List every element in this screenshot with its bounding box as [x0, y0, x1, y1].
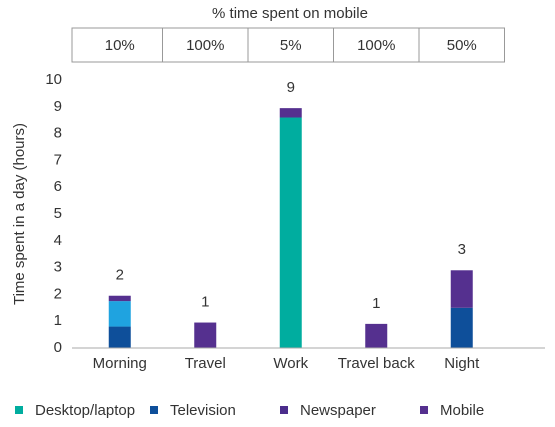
- x-tick-label: Travel back: [338, 355, 415, 372]
- bar-segment: [365, 323, 388, 348]
- bar-segment: [279, 117, 302, 349]
- legend-label: Mobile: [440, 402, 484, 419]
- y-tick-label: 3: [54, 259, 62, 276]
- total-label: 2: [116, 267, 124, 284]
- y-tick-label: 5: [54, 205, 62, 222]
- table-cell-label: 50%: [447, 37, 477, 54]
- legend-marker: [280, 406, 288, 414]
- x-tick-label: Travel: [185, 355, 226, 372]
- table-cell: [418, 27, 505, 63]
- y-tick-label: 2: [54, 285, 62, 302]
- legend-marker: [150, 406, 158, 414]
- total-label: 3: [458, 241, 466, 258]
- y-tick-label: 8: [54, 125, 62, 142]
- total-label: 1: [372, 295, 380, 312]
- y-axis-label: Time spent in a day (hours): [11, 123, 28, 305]
- bar-segment: [279, 108, 302, 118]
- legend-marker: [15, 406, 23, 414]
- legend-label: Television: [170, 402, 236, 419]
- bar-segment: [450, 270, 473, 308]
- table-cell-label: 10%: [105, 37, 135, 54]
- x-tick-label: Morning: [93, 355, 147, 372]
- bar-segment: [108, 301, 131, 327]
- table-cell-label: 100%: [357, 37, 395, 54]
- y-tick-label: 7: [54, 151, 62, 168]
- bar-segment: [194, 322, 217, 348]
- legend-label: Desktop/laptop: [35, 402, 135, 419]
- bar-segment: [450, 307, 473, 348]
- legend-marker: [420, 406, 428, 414]
- total-label: 1: [201, 294, 209, 311]
- y-tick-label: 10: [45, 71, 62, 88]
- y-tick-label: 9: [54, 98, 62, 115]
- bar-segment: [108, 326, 131, 348]
- y-tick-label: 4: [54, 232, 62, 249]
- table-cell-label: 5%: [280, 37, 302, 54]
- x-tick-label: Work: [273, 355, 308, 372]
- legend-label: Newspaper: [300, 402, 376, 419]
- y-tick-label: 0: [54, 339, 62, 356]
- x-tick-label: Night: [444, 355, 480, 372]
- table-title: % time spent on mobile: [212, 5, 368, 22]
- total-label: 9: [287, 79, 295, 96]
- table-cell-label: 100%: [186, 37, 224, 54]
- y-tick-label: 1: [54, 312, 62, 329]
- bar-segment: [108, 295, 131, 302]
- y-tick-label: 6: [54, 178, 62, 195]
